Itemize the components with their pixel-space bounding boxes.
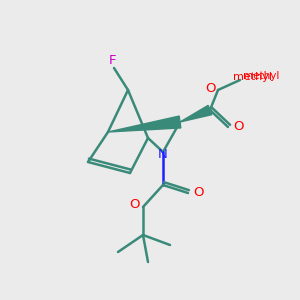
Text: F: F [108, 53, 116, 67]
Text: O: O [205, 82, 215, 94]
Polygon shape [180, 105, 212, 122]
Text: N: N [158, 148, 168, 160]
Text: O: O [129, 199, 139, 212]
Text: O: O [193, 185, 203, 199]
Polygon shape [108, 116, 181, 132]
Text: methyl: methyl [243, 71, 279, 81]
Text: methyl: methyl [232, 72, 272, 82]
Text: O: O [233, 121, 243, 134]
